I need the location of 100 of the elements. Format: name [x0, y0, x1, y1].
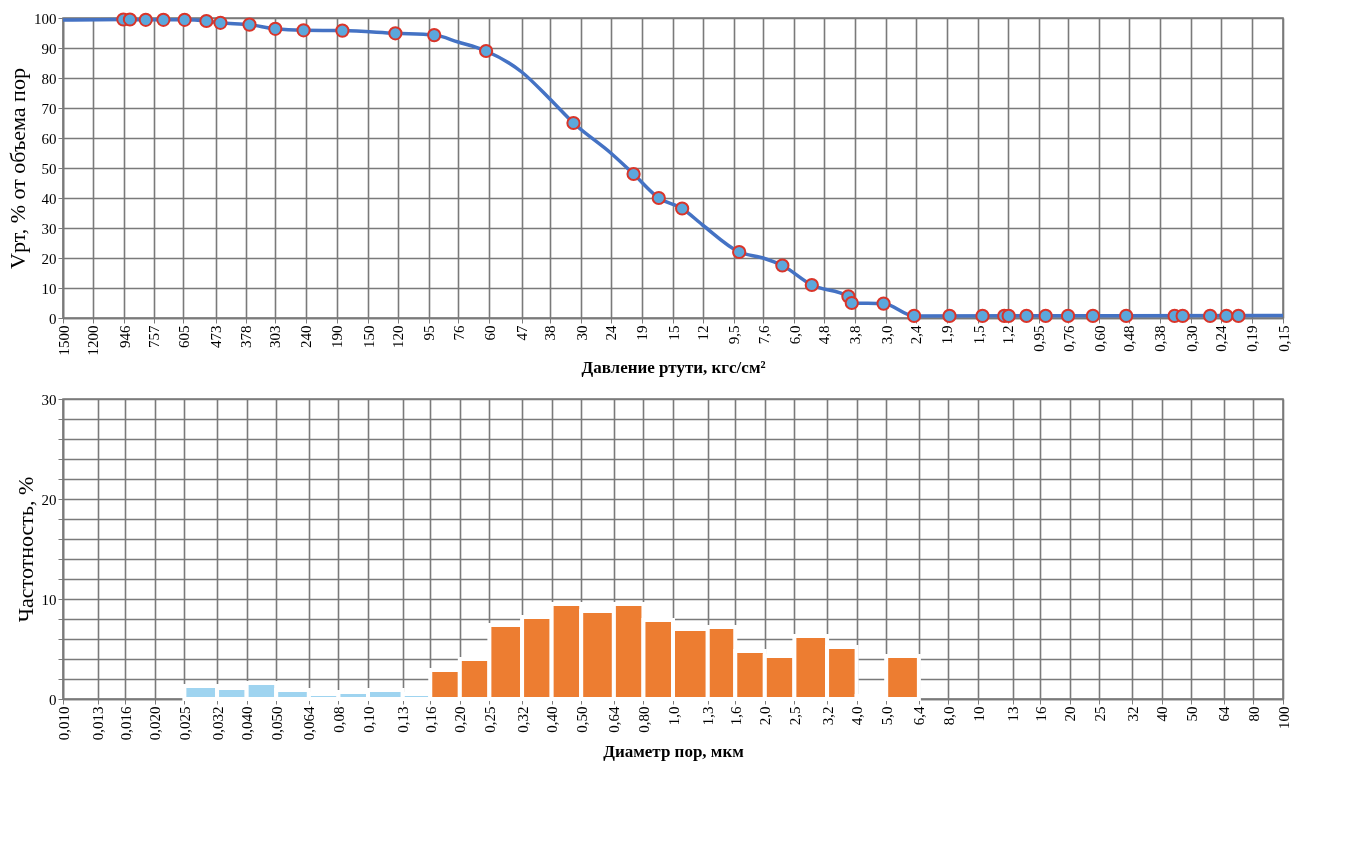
- x-tick-label: 0,24: [1213, 325, 1230, 352]
- x-tick-label: 0,16: [422, 706, 439, 733]
- y-tick-label: 70: [41, 100, 57, 117]
- x-tick-label: 25: [1091, 706, 1108, 722]
- x-tick-label: 0,010: [55, 706, 72, 741]
- x-tick-label: 4,0: [849, 706, 866, 726]
- y-tick-label: 80: [41, 70, 57, 87]
- x-tick-label: 0,025: [176, 706, 193, 741]
- x-tick-label: 60: [481, 325, 498, 341]
- x-tick-label: 100: [1275, 706, 1292, 729]
- x-tick-label: 0,80: [635, 706, 652, 733]
- x-tick-label: 0,10: [360, 706, 377, 733]
- y-tick-label: 10: [41, 591, 57, 608]
- x-tick-label: 19: [634, 325, 651, 341]
- x-tick-label: 47: [514, 325, 531, 341]
- y-tick-label: 100: [34, 10, 57, 27]
- x-tick-label: 13: [1005, 706, 1022, 722]
- x-tick-label: 946: [116, 325, 133, 348]
- x-tick-label: 38: [542, 325, 559, 341]
- x-tick-label: 473: [208, 325, 225, 348]
- x-tick-label: 0,040: [239, 706, 256, 741]
- y-tick-label: 50: [41, 160, 57, 177]
- y-tick-label: 60: [41, 130, 57, 147]
- x-tick-label: 0,64: [606, 706, 623, 733]
- x-tick-label: 303: [267, 325, 284, 348]
- y-tick-label: 90: [41, 40, 57, 57]
- x-tick-label: 0,050: [268, 706, 285, 741]
- x-tick-label: 1,5: [970, 325, 987, 345]
- x-tick-label: 0,020: [147, 706, 164, 741]
- x-tick-label: 12: [695, 325, 712, 341]
- x-tick-label: 0,30: [1183, 325, 1200, 352]
- x-tick-label: 150: [360, 325, 377, 348]
- x-tick-label: 1,0: [665, 706, 682, 726]
- x-tick-label: 95: [421, 325, 437, 341]
- x-tick-label: 32: [1124, 706, 1141, 722]
- x-tick-label: 1,3: [700, 706, 717, 726]
- x-tick-label: 190: [329, 325, 346, 348]
- x-tick-label: 8,0: [940, 706, 957, 726]
- x-tick-label: 0,48: [1121, 325, 1138, 352]
- x-tick-label: 3,2: [819, 706, 836, 726]
- y-tick-label: 20: [41, 491, 57, 508]
- x-tick-label: 0,13: [395, 706, 412, 733]
- x-tick-label: 4,8: [816, 325, 833, 345]
- x-tick-label: 3,0: [878, 325, 895, 345]
- x-axis-title: Диаметр пор, мкм: [603, 742, 745, 762]
- x-tick-label: 0,032: [209, 706, 226, 741]
- x-tick-label: 0,19: [1244, 325, 1261, 352]
- x-tick-label: 6,4: [911, 706, 928, 726]
- x-tick-label: 0,60: [1091, 325, 1108, 352]
- x-tick-label: 15: [665, 325, 682, 341]
- x-tick-label: 0,013: [90, 706, 107, 741]
- x-tick-label: 16: [1032, 706, 1049, 722]
- x-tick-label: 50: [1183, 706, 1200, 722]
- x-tick-label: 1500: [55, 325, 72, 356]
- x-tick-label: 0,08: [330, 706, 347, 733]
- y-tick-label: 30: [41, 391, 57, 408]
- y-tick-label: 0: [49, 691, 57, 708]
- x-tick-label: 20: [1062, 706, 1079, 722]
- x-tick-label: 0,95: [1031, 325, 1047, 352]
- x-tick-label: 0,25: [481, 706, 498, 733]
- x-tick-label: 3,8: [847, 325, 864, 345]
- x-tick-label: 1200: [85, 325, 102, 356]
- x-tick-label: 757: [146, 325, 163, 348]
- x-tick-label: 378: [238, 325, 255, 348]
- x-tick-label: 80: [1245, 706, 1262, 722]
- x-tick-label: 0,38: [1152, 325, 1169, 352]
- x-tick-label: 0,20: [452, 706, 469, 733]
- x-tick-label: 9,5: [726, 325, 742, 345]
- x-tick-label: 0,32: [514, 706, 531, 733]
- y-tick-label: 20: [41, 250, 57, 267]
- x-tick-label: 0,50: [573, 706, 590, 733]
- x-tick-label: 6,0: [786, 325, 803, 345]
- x-axis-title: Давление ртути, кгс/см²: [581, 357, 766, 377]
- y-tick-label: 10: [41, 280, 57, 297]
- x-tick-label: 1,2: [1000, 325, 1017, 345]
- x-tick-label: 2,4: [908, 325, 925, 345]
- x-tick-label: 1,6: [727, 706, 744, 726]
- y-axis-title: Vрт, % от объема пор: [5, 68, 30, 269]
- x-tick-label: 2,5: [786, 706, 803, 726]
- x-tick-label: 0,76: [1060, 325, 1077, 352]
- x-tick-label: 605: [175, 325, 192, 348]
- x-tick-label: 76: [450, 325, 467, 341]
- x-tick-label: 120: [390, 325, 407, 348]
- x-tick-label: 0,15: [1275, 325, 1292, 352]
- x-tick-label: 64: [1216, 706, 1233, 722]
- x-tick-label: 0,064: [301, 706, 318, 741]
- x-tick-label: 10: [970, 706, 987, 722]
- x-tick-label: 30: [573, 325, 590, 341]
- y-tick-label: 0: [49, 310, 57, 327]
- x-tick-label: 1,9: [939, 325, 956, 345]
- x-tick-label: 2,0: [757, 706, 774, 726]
- y-tick-label: 40: [41, 190, 57, 207]
- x-tick-label: 24: [603, 325, 620, 341]
- x-tick-label: 5,0: [878, 706, 895, 726]
- y-axis-title: Частотность, %: [12, 476, 38, 623]
- y-tick-label: 30: [41, 220, 57, 237]
- x-tick-label: 40: [1154, 706, 1171, 722]
- x-tick-label: 0,016: [117, 706, 134, 741]
- x-tick-label: 240: [298, 325, 315, 348]
- x-tick-label: 0,40: [544, 706, 561, 733]
